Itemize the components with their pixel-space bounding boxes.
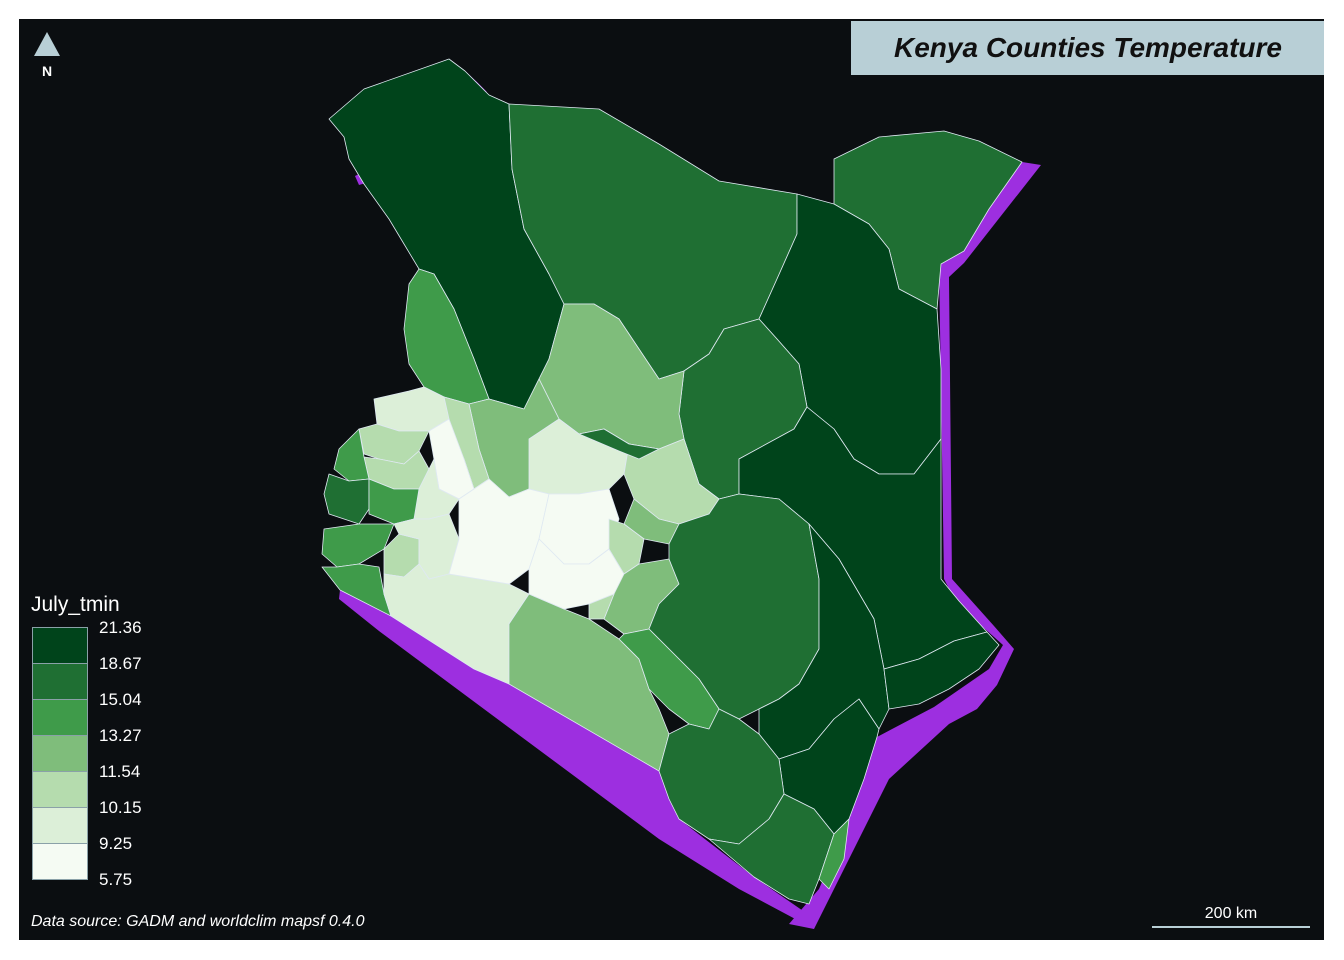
scale-bar: 200 km	[1152, 905, 1310, 928]
legend-break-1: 21.36	[99, 618, 142, 637]
legend-class-5	[32, 771, 88, 808]
legend-class-4	[32, 735, 88, 772]
county-taita-taveta	[658, 708, 785, 845]
legend-class-3	[32, 699, 88, 736]
county-homa-bay	[321, 523, 395, 568]
county-migori	[321, 563, 392, 617]
county-mombasa	[818, 818, 850, 890]
north-arrow-letter: N	[41, 63, 53, 79]
data-source-note: Data source: GADM and worldclim mapsf 0.…	[31, 913, 365, 930]
county-siaya	[323, 473, 370, 525]
legend-break-2: 18.67	[99, 654, 142, 673]
legend-break-7: 9.25	[99, 834, 133, 853]
legend-break-6: 10.15	[99, 798, 142, 817]
county-nairobi	[588, 593, 615, 620]
county-kitui	[648, 493, 820, 720]
county-marsabit-wedge	[578, 428, 660, 460]
kenya-choropleth-map	[321, 58, 1041, 929]
north-arrow: N	[31, 31, 63, 79]
legend-class-2	[32, 663, 88, 700]
map-frame: Kenya Counties Temperature N July_tmin 2…	[19, 19, 1324, 940]
legend-break-5: 11.54	[99, 762, 141, 781]
counties	[321, 58, 1023, 905]
legend-class-6	[32, 807, 88, 844]
county-trans-nzoia	[373, 386, 450, 432]
map-title: Kenya Counties Temperature	[894, 32, 1282, 63]
legend-break-4: 13.27	[99, 726, 142, 745]
legend-break-3: 15.04	[99, 690, 142, 709]
legend: July_tmin 21.36 18.67 15.04 13.27 11.54 …	[31, 593, 191, 889]
legend-body: 21.36 18.67 15.04 13.27 11.54 10.15 9.25…	[31, 619, 191, 889]
scale-bar-label: 200 km	[1204, 905, 1258, 922]
legend-class-1	[32, 627, 88, 664]
scale-bar-line	[1152, 926, 1310, 928]
title-box: Kenya Counties Temperature	[851, 21, 1324, 75]
legend-class-7	[32, 843, 88, 880]
legend-title: July_tmin	[31, 593, 120, 616]
north-arrow-icon	[34, 32, 60, 56]
legend-break-8: 5.75	[99, 870, 133, 889]
county-lamu	[883, 631, 1000, 710]
southwest-lake-strip	[339, 590, 814, 929]
